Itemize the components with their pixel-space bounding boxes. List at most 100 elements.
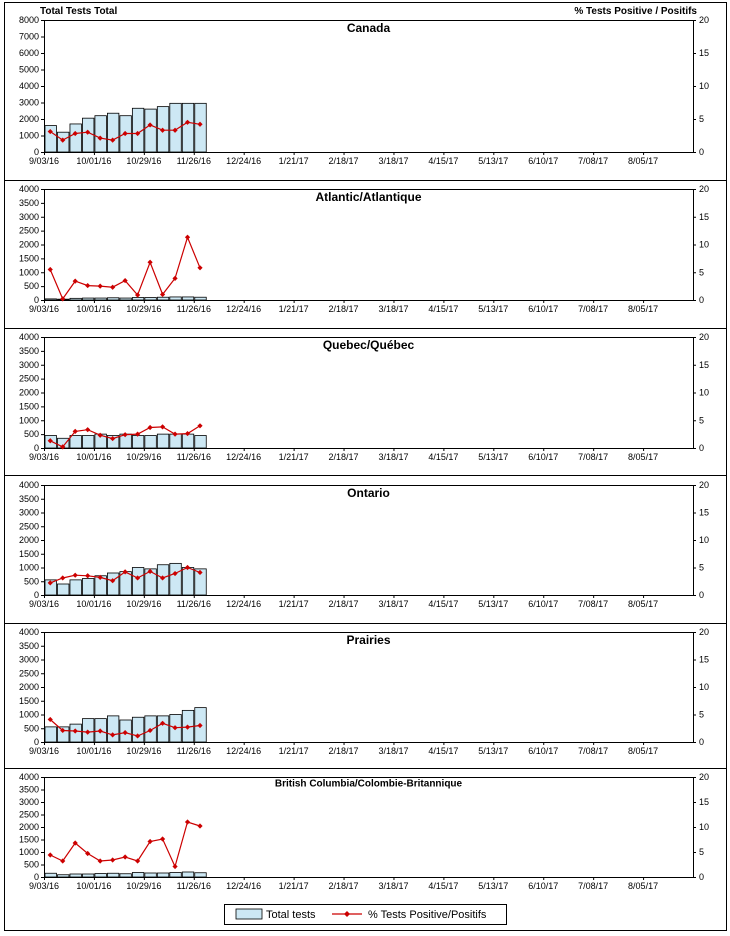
bar [194,296,207,301]
percent-point [122,730,128,736]
bar [144,568,157,596]
y2-tick-label: 20 [699,184,709,194]
y-tick-label: 500 [24,576,39,586]
x-tick-label: 2/18/17 [329,452,359,462]
bar [194,872,207,878]
legend-bar-swatch [235,908,263,920]
percent-point [147,568,153,574]
y2-tick-label: 15 [699,360,709,370]
x-tick-label: 10/01/16 [76,156,111,166]
x-tick-label: 11/26/16 [177,304,211,314]
y-tick-label: 8000 [19,15,39,25]
x-tick-label: 9/03/16 [29,599,59,609]
percent-point [172,725,178,731]
bar [169,296,182,301]
x-tick-label: 4/15/17 [428,746,458,756]
percent-point [85,129,91,135]
y2-tick-label: 0 [699,295,704,305]
y-tick-label: 2000 [19,822,39,832]
percent-point [172,863,178,870]
percent-point [110,732,116,738]
plot-area [44,777,694,878]
x-tick-label: 4/15/17 [428,452,458,462]
x-tick-label: 10/29/16 [126,599,161,609]
bar [94,297,107,301]
percent-point [172,275,178,281]
percent-point [85,282,91,289]
bar [156,872,170,878]
percent-point [72,728,78,734]
x-tick-label: 10/29/16 [126,304,161,314]
bar [131,872,145,878]
x-tick-label: 2/18/17 [329,881,359,891]
percent-point [197,722,203,729]
x-tick-label: 1/21/17 [279,452,309,462]
y-tick-label: 2000 [19,388,39,398]
bar [82,117,95,153]
x-tick-label: 8/05/17 [628,746,658,756]
bar [94,115,107,153]
percent-point [85,729,91,735]
x-tick-label: 3/18/17 [378,304,408,314]
chart-panel-1: Canada 0 1000 2000 3000 4000 5000 6000 7000 8000 0… [5,15,726,181]
bar [131,435,145,449]
x-tick-label: 4/15/17 [428,599,458,609]
x-tick-label: 10/29/16 [126,156,161,166]
y2-tick-label: 5 [699,267,704,277]
y2-tick-label: 10 [699,240,709,250]
percent-point [97,432,103,438]
bar [107,435,120,449]
y2-tick-label: 10 [699,535,709,545]
bar [57,583,70,596]
x-tick-label: 12/24/16 [226,881,261,891]
y-tick-label: 500 [24,860,39,870]
chart-title: Ontario [347,486,390,500]
percent-point [60,137,66,143]
y2-tick-label: 0 [699,737,704,747]
y-tick-label: 2500 [19,374,39,384]
x-tick-label: 12/24/16 [226,599,261,609]
bar [156,433,170,449]
y-tick-label: 1000 [19,267,39,277]
percent-point [159,575,166,581]
y-tick-label: 2500 [19,810,39,820]
bar [107,715,120,743]
y2-tick-label: 0 [699,590,704,600]
percent-point [197,823,203,829]
percent-point [97,283,103,289]
bar [69,579,82,596]
chart-panel-4: Ontario 0 500 1000 1500 2000 2500 3000 3500 4000 0… [5,480,726,624]
percent-point [159,291,166,298]
percent-point [60,296,66,302]
x-tick-label: 10/01/16 [76,452,111,462]
percent-point [184,234,191,240]
legend-bar-label: Total tests [266,909,316,921]
y-tick-label: 1500 [19,835,39,845]
percent-point [147,838,153,845]
percent-point [110,435,116,442]
x-tick-label: 10/01/16 [76,881,111,891]
percent-point [147,424,153,431]
percent-point [97,728,103,734]
y-tick-label: 1000 [19,847,39,857]
percent-point [72,278,78,284]
percent-point [47,128,53,135]
percent-point [135,292,141,298]
bar [107,572,120,596]
bar [144,435,157,449]
x-tick-label: 12/24/16 [226,452,261,462]
percent-point [97,858,103,864]
y2-tick-label: 0 [699,147,704,157]
x-tick-label: 10/29/16 [126,881,161,891]
bar [44,872,57,878]
x-tick-label: 6/10/17 [528,599,558,609]
y-tick-label: 500 [24,281,39,291]
y2-tick-label: 20 [699,772,709,782]
percent-point [197,423,203,429]
x-tick-label: 5/13/17 [478,599,508,609]
y-tick-label: 500 [24,429,39,439]
bar [169,562,182,596]
x-tick-label: 3/18/17 [378,156,408,166]
bar [181,871,195,878]
